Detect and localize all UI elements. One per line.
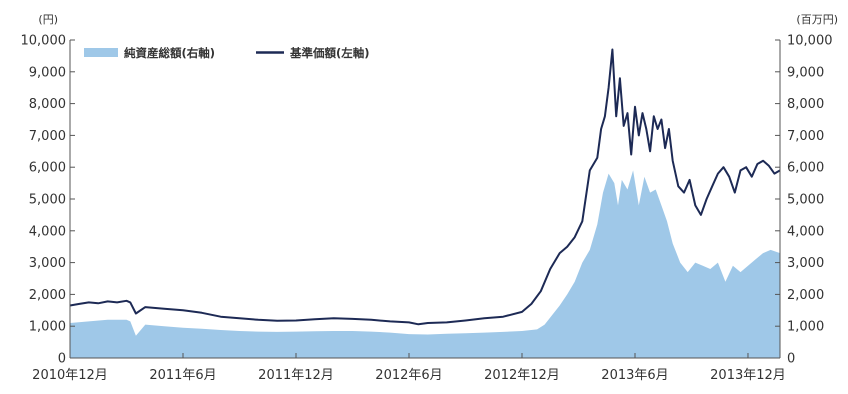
right-tick-label: 6,000 — [787, 161, 824, 176]
right-tick-label: 8,000 — [787, 97, 824, 112]
right-tick-label: 10,000 — [787, 34, 833, 49]
left-tick-label: 8,000 — [29, 97, 66, 112]
x-tick-label: 2012年6月 — [375, 368, 442, 383]
legend-label-net-assets: 純資産総額(右軸) — [124, 46, 215, 60]
right-axis-unit-label: (百万円) — [796, 13, 838, 26]
left-axis-unit-label: (円) — [38, 13, 58, 26]
x-tick-label: 2013年6月 — [601, 368, 668, 383]
x-tick-label: 2011年6月 — [149, 368, 216, 383]
right-tick-label: 4,000 — [787, 224, 824, 239]
series-nav-line — [69, 48, 781, 326]
right-tick-label: 7,000 — [787, 129, 824, 144]
left-tick-label: 5,000 — [29, 193, 66, 208]
x-tick-label: 2010年12月 — [32, 368, 108, 383]
legend-label-nav: 基準価額(左軸) — [289, 46, 370, 60]
left-tick-label: 3,000 — [29, 256, 66, 271]
right-tick-label: 9,000 — [787, 65, 824, 80]
right-tick-label: 3,000 — [787, 256, 824, 271]
x-tick-label: 2012年12月 — [484, 368, 560, 383]
right-tick-label: 5,000 — [787, 193, 824, 208]
left-tick-label: 6,000 — [29, 161, 66, 176]
left-tick-label: 4,000 — [29, 224, 66, 239]
left-tick-label: 9,000 — [29, 65, 66, 80]
x-tick-label: 2013年12月 — [710, 368, 786, 383]
legend: 純資産総額(右軸) 基準価額(左軸) — [84, 46, 370, 60]
right-tick-label: 0 — [787, 352, 795, 367]
plot-area — [69, 48, 781, 358]
legend-swatch-net-assets — [84, 48, 118, 57]
left-tick-label: 2,000 — [29, 288, 66, 303]
left-tick-label: 7,000 — [29, 129, 66, 144]
series-net-assets-area — [70, 170, 780, 358]
right-tick-label: 2,000 — [787, 288, 824, 303]
x-tick-label: 2011年12月 — [258, 368, 334, 383]
right-tick-label: 1,000 — [787, 320, 824, 335]
axes-layer: 0 1,000 2,000 3,000 4,000 5,000 6,000 7,000 8,00… — [21, 34, 833, 384]
left-tick-label: 10,000 — [21, 34, 67, 49]
left-tick-label: 1,000 — [29, 320, 66, 335]
left-tick-label: 0 — [58, 352, 66, 367]
